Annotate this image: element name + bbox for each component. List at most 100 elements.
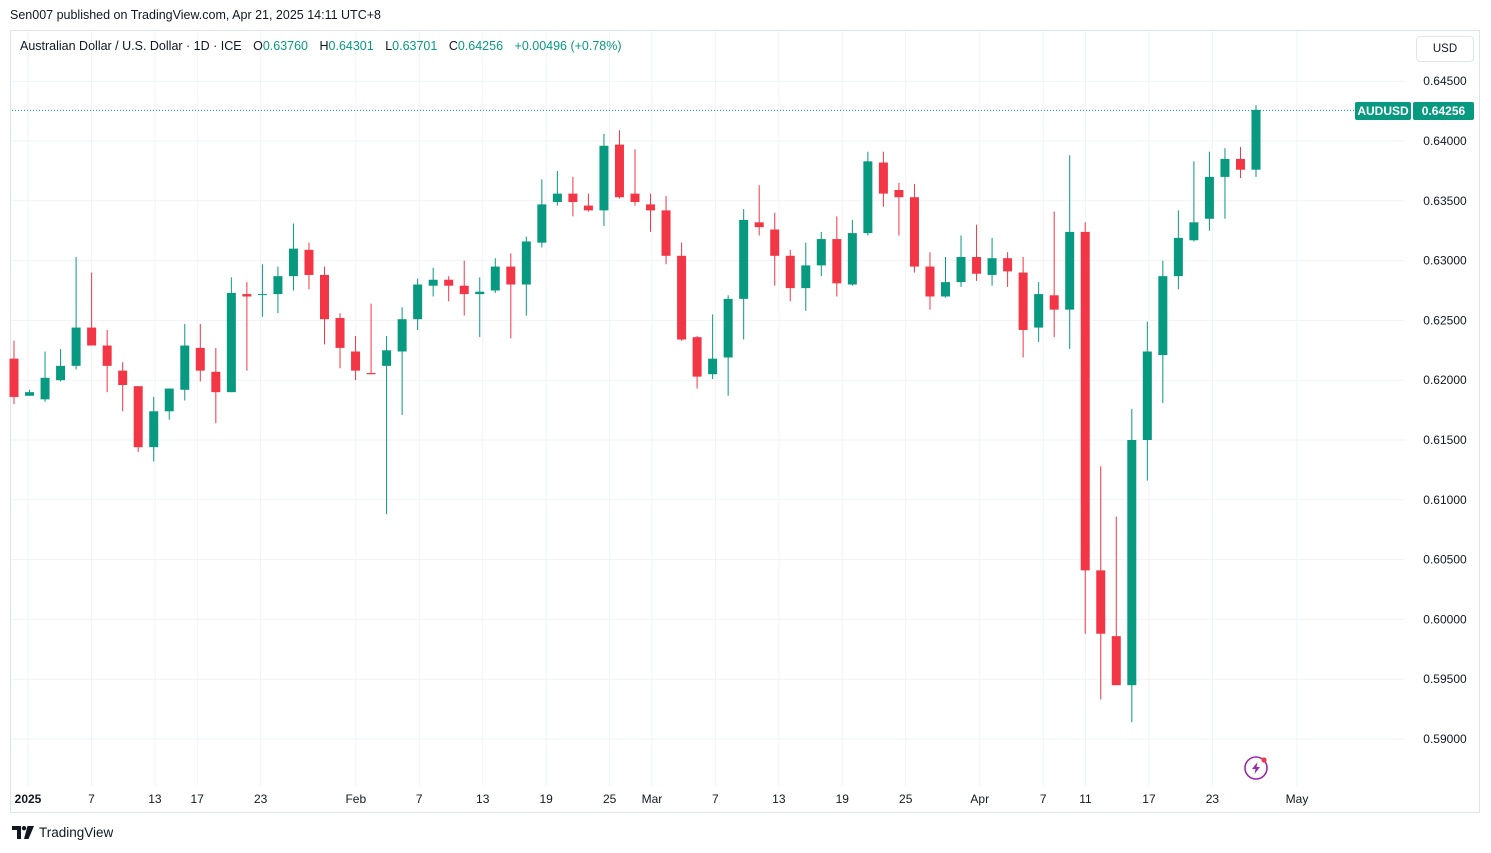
candle-body — [413, 284, 423, 320]
candle-down — [444, 276, 454, 302]
time-tick-label: 13 — [476, 792, 490, 806]
price-tick-label: 0.64500 — [1423, 74, 1467, 88]
candle-down — [1049, 211, 1059, 338]
time-tick-label: 23 — [254, 792, 268, 806]
candle-body — [149, 411, 159, 448]
price-tick-label: 0.63000 — [1423, 254, 1467, 268]
candle-body — [475, 291, 485, 295]
candle-up — [428, 267, 438, 297]
publish-caption: Sen007 published on TradingView.com, Apr… — [10, 8, 381, 22]
candle-body — [1080, 231, 1090, 571]
candle-up — [164, 388, 174, 420]
candle-down — [366, 303, 376, 375]
candle-down — [614, 130, 624, 199]
candle-body — [366, 373, 376, 375]
candle-down — [195, 323, 205, 382]
price-tick-label: 0.62000 — [1423, 373, 1467, 387]
candle-body — [1034, 294, 1044, 328]
time-tick-label: 2025 — [15, 792, 42, 806]
candle-body — [288, 248, 298, 277]
candle-up — [1065, 155, 1075, 350]
candle-up — [397, 307, 407, 415]
candle-up — [987, 237, 997, 286]
time-tick-label: 25 — [899, 792, 913, 806]
candle-up — [288, 223, 298, 291]
candle-body — [1065, 231, 1075, 310]
candle-body — [25, 392, 35, 396]
candle-up — [149, 396, 159, 462]
tradingview-logo[interactable]: TradingView — [12, 825, 113, 840]
candle-down — [1096, 466, 1106, 700]
candle-up — [863, 151, 873, 236]
candle-up — [257, 264, 267, 317]
price-tick-label: 0.64000 — [1423, 134, 1467, 148]
candle-body — [382, 350, 392, 366]
candle-down — [832, 216, 842, 297]
candle-up — [71, 257, 81, 370]
candle-body — [428, 279, 438, 286]
price-tick-label: 0.60000 — [1423, 612, 1467, 626]
candle-down — [1235, 146, 1245, 179]
candle-body — [56, 365, 66, 381]
candle-body — [568, 193, 578, 202]
candle-body — [226, 292, 236, 393]
candle-body — [878, 162, 888, 194]
price-axis: 0.64500 0.64000 0.63500 0.63000 0.62500 0.620… — [1423, 74, 1467, 746]
candle-body — [1003, 258, 1013, 272]
candle-down — [646, 193, 656, 232]
candle-down — [568, 176, 578, 217]
candle-body — [630, 193, 640, 202]
candle-body — [444, 279, 454, 286]
candle-body — [1251, 109, 1261, 170]
candle-body — [1142, 351, 1152, 440]
candle-body — [972, 257, 982, 274]
candle-up — [708, 314, 718, 380]
tradingview-logo-icon — [12, 826, 34, 839]
low-value: 0.63701 — [392, 39, 438, 53]
time-tick-label: 11 — [1079, 792, 1092, 806]
candle-body — [1204, 176, 1214, 219]
time-tick-label: 7 — [88, 792, 95, 806]
candle-body — [583, 205, 593, 211]
candle-up — [537, 179, 547, 248]
candle-body — [180, 345, 190, 390]
candle-down — [506, 253, 516, 339]
brand-name: TradingView — [39, 825, 114, 840]
candle-body — [335, 318, 345, 348]
lightning-icon[interactable] — [1244, 756, 1268, 780]
candle-body — [941, 282, 950, 297]
candle-body — [723, 298, 733, 358]
time-tick-label: 7 — [416, 792, 423, 806]
time-tick-label: Feb — [345, 792, 366, 806]
price-tick-label: 0.59000 — [1423, 732, 1467, 746]
candle-down — [677, 242, 687, 341]
change-value: +0.00496 (+0.78%) — [514, 39, 622, 53]
candle-body — [351, 351, 361, 371]
candle-body — [195, 347, 205, 371]
candle-down — [894, 182, 904, 236]
time-tick-label: 25 — [603, 792, 617, 806]
candle-up — [816, 231, 826, 277]
candle-down — [972, 224, 982, 281]
time-tick-label: 17 — [191, 792, 205, 806]
candle-body — [925, 266, 935, 297]
candle-down — [1080, 222, 1090, 634]
candle-body — [987, 258, 997, 275]
candle-body — [40, 377, 50, 400]
currency-selector[interactable]: USD — [1416, 36, 1474, 62]
candle-body — [646, 204, 656, 211]
candle-body — [102, 345, 112, 366]
candle-body — [242, 294, 252, 297]
candle-body — [956, 257, 966, 283]
candle-down — [925, 252, 935, 310]
candle-body — [459, 285, 469, 295]
candle-up — [1127, 408, 1137, 723]
candle-down — [211, 347, 221, 424]
candle-up — [1034, 282, 1044, 342]
close-label: C — [448, 39, 458, 53]
candle-up — [475, 277, 485, 338]
candle-body — [71, 327, 81, 366]
candle-up — [552, 170, 562, 206]
candle-up — [382, 335, 392, 515]
